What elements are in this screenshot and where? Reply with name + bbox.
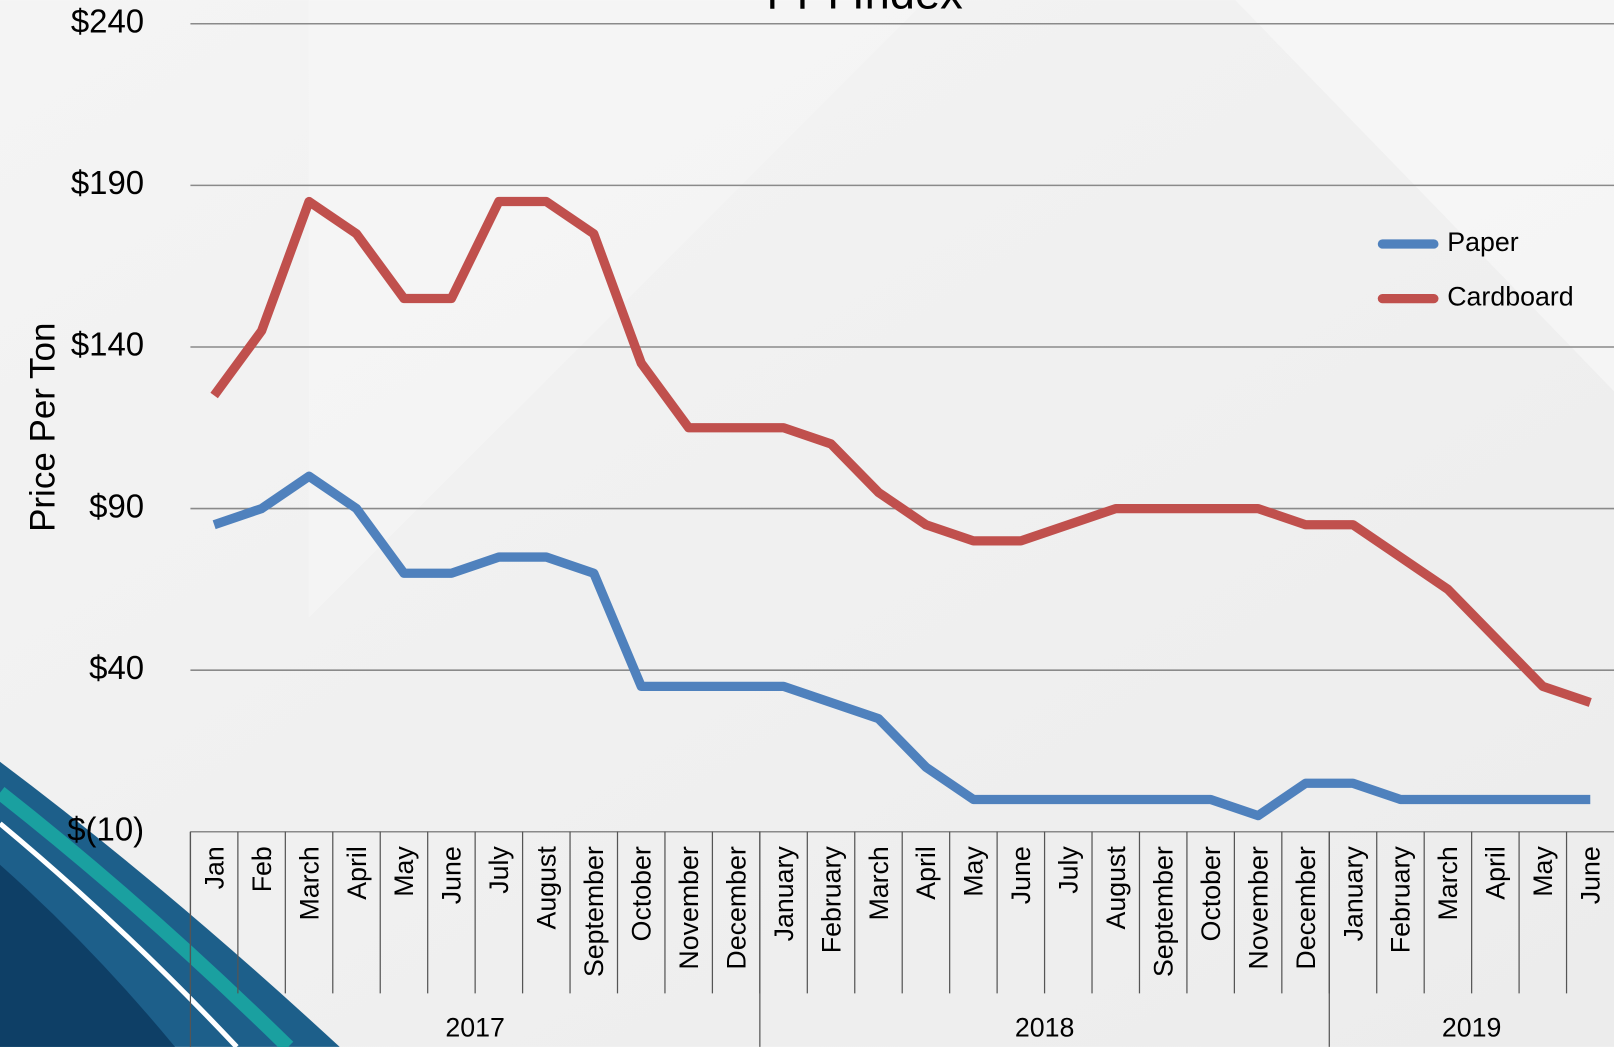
x-tick-label: June — [437, 846, 467, 904]
x-tick-label: February — [1386, 846, 1416, 954]
x-tick-label: January — [769, 846, 799, 942]
x-tick-label: December — [1291, 846, 1321, 969]
x-tick-label: April — [1481, 846, 1511, 900]
y-tick-label: $90 — [89, 487, 144, 524]
x-tick-label: Jan — [199, 846, 229, 889]
x-tick-label: October — [626, 846, 656, 941]
y-tick-label: $190 — [71, 164, 144, 201]
x-tick-label: November — [674, 846, 704, 969]
x-tick-label: May — [1528, 846, 1558, 897]
x-tick-label: July — [484, 846, 514, 894]
y-tick-label: $140 — [71, 326, 144, 363]
x-tick-label: June — [1006, 846, 1036, 904]
x-tick-label: May — [389, 846, 419, 897]
x-tick-label: Feb — [247, 846, 277, 892]
x-tick-label: August — [532, 846, 562, 930]
y-tick-label: $240 — [71, 2, 144, 39]
x-tick-label: October — [1196, 846, 1226, 941]
x-tick-label: November — [1243, 846, 1273, 969]
y-tick-label: $40 — [89, 649, 144, 686]
x-tick-label: June — [1576, 846, 1606, 904]
x-tick-label: September — [579, 846, 609, 977]
x-tick-label: September — [1148, 846, 1178, 977]
x-tick-label: July — [1054, 846, 1084, 894]
legend-label: Paper — [1447, 227, 1518, 257]
x-tick-label: February — [816, 846, 846, 954]
x-group-label: 2017 — [445, 1012, 505, 1042]
x-tick-label: December — [721, 846, 751, 969]
x-group-label: 2018 — [1015, 1012, 1075, 1042]
x-tick-label: March — [864, 846, 894, 920]
chart-title: PPI Index — [766, 0, 963, 18]
x-tick-label: March — [294, 846, 324, 920]
legend-label: Cardboard — [1447, 282, 1573, 312]
x-tick-label: March — [1433, 846, 1463, 920]
x-tick-label: April — [911, 846, 941, 900]
y-axis-label: Price Per Ton — [24, 323, 63, 532]
chart: PPI Index Price Per Ton $(10) $40 $90 $140 $… — [0, 0, 1614, 1047]
x-tick-label: January — [1338, 846, 1368, 942]
x-group-label: 2019 — [1442, 1012, 1502, 1042]
x-tick-label: May — [959, 846, 989, 897]
x-tick-label: August — [1101, 846, 1131, 930]
y-tick-label: $(10) — [67, 810, 144, 847]
x-tick-label: April — [342, 846, 372, 900]
